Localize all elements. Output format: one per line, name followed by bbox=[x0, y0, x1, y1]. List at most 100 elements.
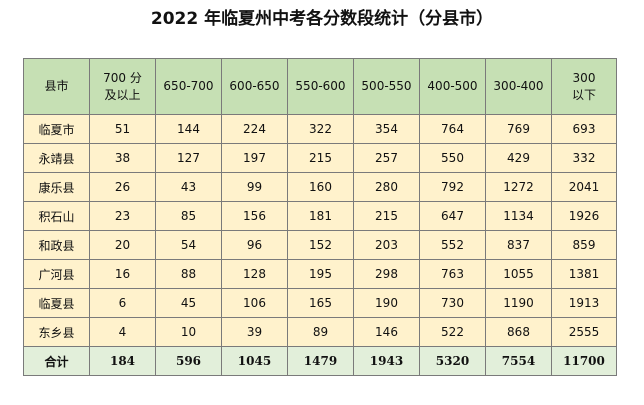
count-cell: 1134 bbox=[485, 201, 552, 231]
count-cell: 322 bbox=[287, 114, 354, 144]
count-cell: 43 bbox=[155, 172, 222, 202]
county-name: 临夏县 bbox=[23, 288, 90, 318]
total-cell: 184 bbox=[89, 346, 156, 376]
count-cell: 51 bbox=[89, 114, 156, 144]
count-cell: 215 bbox=[353, 201, 420, 231]
header-400-500: 400-500 bbox=[419, 58, 486, 115]
page-title: 2022 年临夏州中考各分数段统计（分县市） bbox=[150, 9, 494, 29]
header-600-650: 600-650 bbox=[221, 58, 288, 115]
total-cell: 1943 bbox=[353, 346, 420, 376]
score-distribution-table: 县市 700 分及以上 650-700 600-650 550-600 500-… bbox=[23, 58, 617, 376]
count-cell: 39 bbox=[221, 317, 288, 347]
table-row: 康乐县 26 43 99 160 280 792 1272 2041 bbox=[23, 172, 617, 202]
count-cell: 16 bbox=[89, 259, 156, 289]
header-550-600: 550-600 bbox=[287, 58, 354, 115]
header-below-300: 300 以下 bbox=[551, 58, 617, 115]
table-row: 广河县 16 88 128 195 298 763 1055 1381 bbox=[23, 259, 617, 289]
count-cell: 868 bbox=[485, 317, 552, 347]
header-500-550: 500-550 bbox=[353, 58, 420, 115]
count-cell: 10 bbox=[155, 317, 222, 347]
county-name: 积石山 bbox=[23, 201, 90, 231]
county-name: 和政县 bbox=[23, 230, 90, 260]
count-cell: 38 bbox=[89, 143, 156, 173]
header-300-400: 300-400 bbox=[485, 58, 552, 115]
count-cell: 763 bbox=[419, 259, 486, 289]
count-cell: 54 bbox=[155, 230, 222, 260]
count-cell: 156 bbox=[221, 201, 288, 231]
count-cell: 1272 bbox=[485, 172, 552, 202]
county-name: 广河县 bbox=[23, 259, 90, 289]
total-cell: 1479 bbox=[287, 346, 354, 376]
count-cell: 152 bbox=[287, 230, 354, 260]
count-cell: 298 bbox=[353, 259, 420, 289]
count-cell: 522 bbox=[419, 317, 486, 347]
total-cell: 1045 bbox=[221, 346, 288, 376]
count-cell: 837 bbox=[485, 230, 552, 260]
count-cell: 165 bbox=[287, 288, 354, 318]
count-cell: 26 bbox=[89, 172, 156, 202]
total-cell: 5320 bbox=[419, 346, 486, 376]
table-row: 永靖县 38 127 197 215 257 550 429 332 bbox=[23, 143, 617, 173]
total-cell: 596 bbox=[155, 346, 222, 376]
count-cell: 730 bbox=[419, 288, 486, 318]
count-cell: 429 bbox=[485, 143, 552, 173]
count-cell: 195 bbox=[287, 259, 354, 289]
count-cell: 1381 bbox=[551, 259, 617, 289]
total-row: 合计 184 596 1045 1479 1943 5320 7554 1170… bbox=[23, 346, 617, 376]
count-cell: 6 bbox=[89, 288, 156, 318]
table-row: 东乡县 4 10 39 89 146 522 868 2555 bbox=[23, 317, 617, 347]
count-cell: 1055 bbox=[485, 259, 552, 289]
count-cell: 1913 bbox=[551, 288, 617, 318]
header-row: 县市 700 分及以上 650-700 600-650 550-600 500-… bbox=[23, 58, 617, 115]
count-cell: 215 bbox=[287, 143, 354, 173]
count-cell: 1190 bbox=[485, 288, 552, 318]
count-cell: 552 bbox=[419, 230, 486, 260]
county-name: 永靖县 bbox=[23, 143, 90, 173]
count-cell: 280 bbox=[353, 172, 420, 202]
header-700-above: 700 分及以上 bbox=[89, 58, 156, 115]
county-name: 临夏市 bbox=[23, 114, 90, 144]
count-cell: 257 bbox=[353, 143, 420, 173]
count-cell: 2555 bbox=[551, 317, 617, 347]
count-cell: 550 bbox=[419, 143, 486, 173]
count-cell: 859 bbox=[551, 230, 617, 260]
count-cell: 792 bbox=[419, 172, 486, 202]
count-cell: 45 bbox=[155, 288, 222, 318]
count-cell: 160 bbox=[287, 172, 354, 202]
count-cell: 4 bbox=[89, 317, 156, 347]
count-cell: 127 bbox=[155, 143, 222, 173]
count-cell: 99 bbox=[221, 172, 288, 202]
county-name: 康乐县 bbox=[23, 172, 90, 202]
count-cell: 693 bbox=[551, 114, 617, 144]
count-cell: 1926 bbox=[551, 201, 617, 231]
total-cell: 11700 bbox=[551, 346, 617, 376]
count-cell: 144 bbox=[155, 114, 222, 144]
count-cell: 190 bbox=[353, 288, 420, 318]
count-cell: 106 bbox=[221, 288, 288, 318]
count-cell: 88 bbox=[155, 259, 222, 289]
county-name: 东乡县 bbox=[23, 317, 90, 347]
table-row: 和政县 20 54 96 152 203 552 837 859 bbox=[23, 230, 617, 260]
count-cell: 332 bbox=[551, 143, 617, 173]
header-650-700: 650-700 bbox=[155, 58, 222, 115]
count-cell: 354 bbox=[353, 114, 420, 144]
count-cell: 224 bbox=[221, 114, 288, 144]
count-cell: 20 bbox=[89, 230, 156, 260]
count-cell: 89 bbox=[287, 317, 354, 347]
table-row: 积石山 23 85 156 181 215 647 1134 1926 bbox=[23, 201, 617, 231]
count-cell: 23 bbox=[89, 201, 156, 231]
total-label: 合计 bbox=[23, 346, 90, 376]
count-cell: 647 bbox=[419, 201, 486, 231]
count-cell: 769 bbox=[485, 114, 552, 144]
count-cell: 197 bbox=[221, 143, 288, 173]
total-cell: 7554 bbox=[485, 346, 552, 376]
count-cell: 203 bbox=[353, 230, 420, 260]
count-cell: 146 bbox=[353, 317, 420, 347]
count-cell: 2041 bbox=[551, 172, 617, 202]
table-row: 临夏县 6 45 106 165 190 730 1190 1913 bbox=[23, 288, 617, 318]
count-cell: 96 bbox=[221, 230, 288, 260]
count-cell: 764 bbox=[419, 114, 486, 144]
count-cell: 181 bbox=[287, 201, 354, 231]
count-cell: 128 bbox=[221, 259, 288, 289]
table-row: 临夏市 51 144 224 322 354 764 769 693 bbox=[23, 114, 617, 144]
